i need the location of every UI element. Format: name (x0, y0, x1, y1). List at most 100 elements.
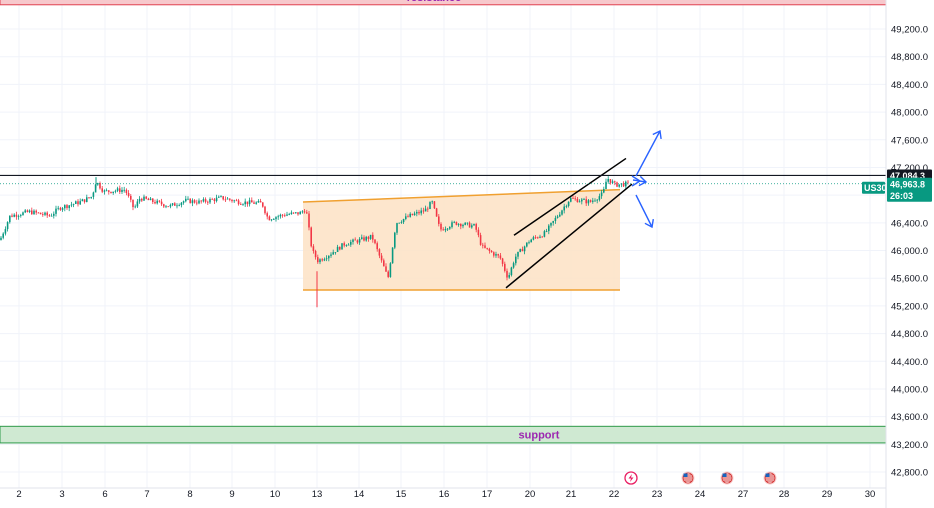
candle (246, 201, 249, 207)
candle (99, 181, 101, 190)
candle (44, 211, 46, 217)
candle (270, 219, 273, 222)
candle (446, 228, 449, 231)
candle (486, 247, 488, 250)
candle (418, 209, 420, 216)
candle (321, 257, 323, 262)
candle (495, 251, 497, 258)
candle (614, 180, 616, 186)
candle (347, 243, 350, 246)
candle (358, 237, 361, 245)
candle (453, 220, 455, 224)
time-tick-label: 6 (102, 489, 107, 500)
candle (37, 212, 40, 214)
candle (594, 198, 596, 202)
candle (119, 185, 121, 195)
time-tick-label: 17 (482, 489, 493, 500)
candle (330, 252, 332, 258)
candle (176, 203, 178, 209)
candle (504, 261, 506, 273)
candle (387, 270, 389, 279)
time-tick-label: 30 (865, 489, 876, 500)
range-box[interactable] (303, 189, 620, 290)
arrow-up[interactable] (635, 129, 662, 177)
time-tick-label: 7 (144, 489, 149, 500)
candle (20, 213, 22, 218)
price-axis[interactable]: 49,200.0 48,800.0 48,400.0 48,000.0 47,600.0… (862, 25, 932, 479)
candle (352, 238, 354, 245)
candle (68, 205, 70, 212)
candle (251, 197, 253, 203)
candle (154, 199, 156, 205)
time-axis[interactable]: 2 3 6 7 8 9 10 13 14 15 16 17 20 21 22 23 24 27 28 29 30 (0, 0, 887, 508)
support-zone[interactable] (0, 425, 887, 444)
candle (477, 227, 480, 238)
candle (598, 193, 601, 202)
candle (442, 227, 444, 231)
candle (361, 234, 363, 240)
time-tick-label: 21 (566, 489, 577, 500)
candle (565, 204, 568, 209)
price-tick-label: 42,800.0 (891, 468, 928, 479)
candle (235, 198, 238, 202)
candle (158, 200, 161, 203)
candle (180, 202, 183, 208)
price-tick-label: 44,000.0 (891, 384, 928, 395)
candle (306, 209, 308, 214)
candle (609, 179, 612, 185)
candle (611, 179, 614, 184)
candle (165, 205, 167, 209)
candle (574, 195, 576, 201)
candle (198, 198, 200, 205)
us-flag-icon[interactable] (763, 471, 777, 485)
resistance-zone[interactable] (0, 0, 887, 6)
candle (328, 255, 330, 262)
candle (563, 203, 565, 214)
candle (336, 244, 339, 253)
candle (411, 213, 414, 216)
candle (545, 228, 548, 233)
lightning-icon[interactable] (624, 471, 638, 485)
candle (86, 194, 88, 203)
candle (110, 191, 112, 194)
candle (451, 220, 453, 229)
candle (462, 223, 464, 229)
candle (64, 204, 66, 212)
resistance-label: resistance (407, 0, 461, 4)
candle (429, 201, 431, 210)
candle (178, 203, 180, 207)
event-markers[interactable] (624, 471, 777, 485)
candle (589, 199, 592, 203)
wedge-lower-line[interactable] (505, 183, 633, 289)
wedge-upper-line[interactable] (513, 157, 627, 236)
candle (35, 209, 37, 215)
time-tick-label: 13 (312, 489, 323, 500)
candle (405, 213, 407, 221)
candle (61, 207, 64, 212)
price-tick-label: 48,000.0 (891, 108, 928, 119)
candle (537, 236, 539, 239)
time-tick-label: 28 (779, 489, 790, 500)
candle (127, 190, 130, 198)
range-top-line[interactable] (302, 188, 621, 203)
candle (123, 186, 125, 193)
us-flag-icon[interactable] (681, 471, 695, 485)
candle (570, 196, 572, 203)
candle (308, 211, 310, 231)
candle (416, 209, 418, 217)
candle (132, 199, 134, 211)
arrow-down[interactable] (635, 194, 655, 229)
candle (288, 212, 290, 216)
time-tick-label: 29 (822, 489, 833, 500)
candle (286, 211, 288, 217)
candle (75, 200, 77, 205)
candle (526, 242, 528, 248)
time-tick-label: 20 (525, 489, 536, 500)
candle (433, 201, 436, 209)
candle (607, 176, 609, 184)
us-flag-icon[interactable] (720, 471, 734, 485)
candle (457, 223, 460, 227)
candle (136, 199, 139, 209)
candle (493, 251, 495, 258)
